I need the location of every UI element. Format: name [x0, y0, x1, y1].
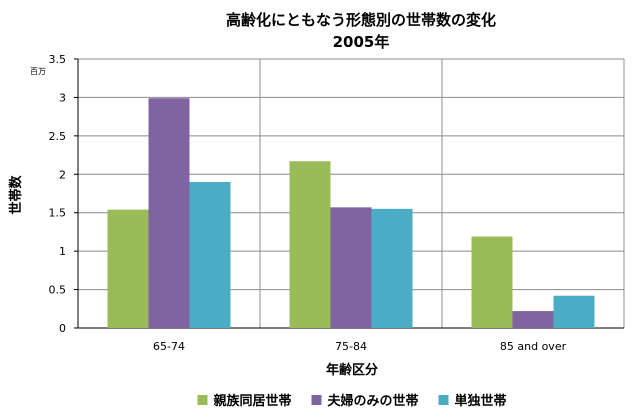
bar-1-0 — [148, 98, 190, 328]
y-axis-label: 世帯数 — [8, 175, 24, 215]
legend: 親族同居世帯 夫婦のみの世帯 単独世帯 — [197, 393, 507, 409]
chart-subtitle: 2005年 — [333, 33, 390, 51]
y-tick-label-2: 1 — [59, 245, 66, 258]
bar-2-1 — [371, 208, 413, 328]
bar-1-2 — [512, 311, 554, 328]
x-tick-label-1: 75-84 — [335, 340, 367, 353]
bar-2-2 — [553, 295, 595, 328]
bar-2-0 — [189, 181, 231, 328]
y-tick-label-1: 0.5 — [49, 284, 67, 297]
bar-1-1 — [330, 207, 372, 328]
chart-title: 高齢化にともなう形態別の世帯数の変化 — [226, 11, 496, 29]
bars — [107, 98, 595, 328]
x-tick-label-2: 85 and over — [500, 340, 567, 353]
y-ticks: 0 0.5 1 1.5 2 2.5 3 3.5 — [49, 53, 78, 335]
bar-0-0 — [107, 209, 149, 328]
legend-swatch-2 — [438, 395, 449, 405]
bar-0-1 — [289, 161, 331, 328]
x-ticks: 65-74 75-84 85 and over — [153, 340, 567, 353]
y-tick-label-6: 3 — [59, 91, 66, 104]
x-axis-label: 年齢区分 — [326, 362, 378, 378]
y-axis-unit: 百万 — [30, 67, 46, 76]
legend-label-2: 単独世帯 — [455, 393, 507, 409]
y-tick-label-7: 3.5 — [49, 53, 67, 66]
legend-label-1: 夫婦のみの世帯 — [327, 393, 418, 409]
legend-label-0: 親族同居世帯 — [213, 393, 291, 409]
legend-swatch-0 — [197, 395, 208, 405]
x-tick-label-0: 65-74 — [153, 340, 185, 353]
y-tick-label-3: 1.5 — [49, 207, 67, 220]
y-tick-label-5: 2.5 — [49, 130, 67, 143]
y-tick-label-4: 2 — [59, 168, 66, 181]
legend-swatch-1 — [311, 395, 322, 405]
bar-0-2 — [471, 236, 513, 328]
y-tick-label-0: 0 — [59, 322, 66, 335]
